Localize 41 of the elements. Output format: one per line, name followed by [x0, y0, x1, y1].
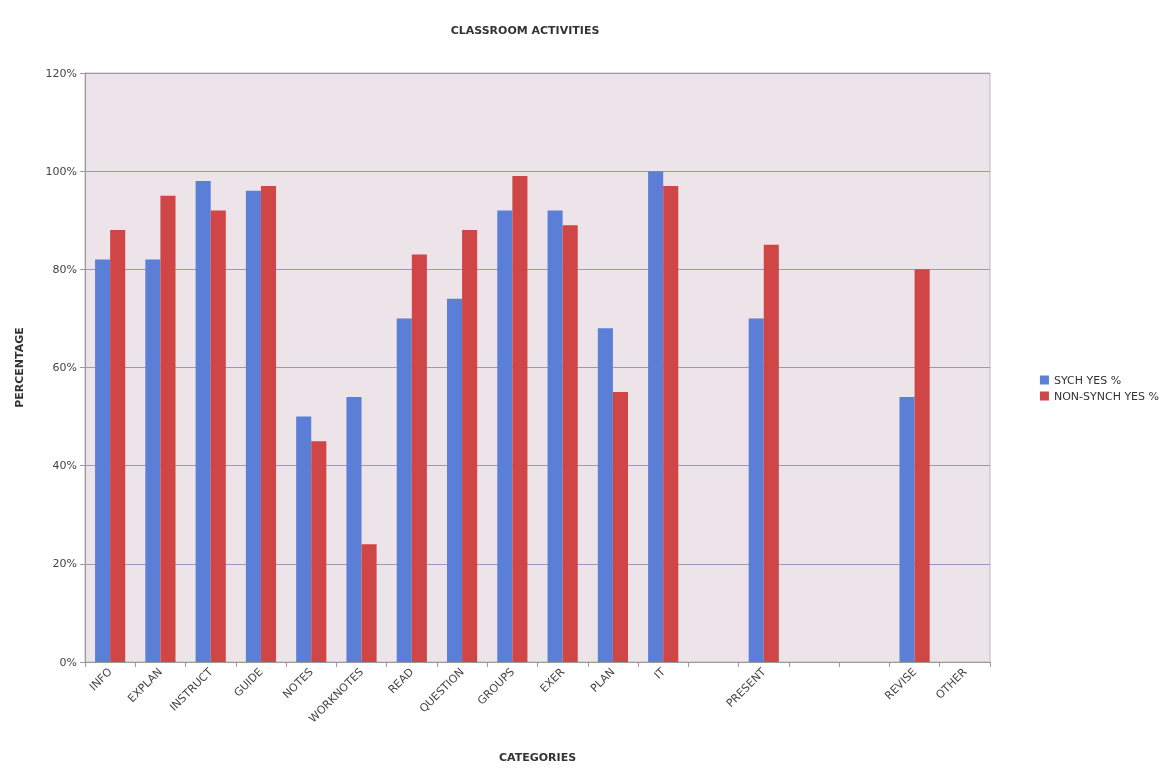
bar: [346, 396, 362, 662]
bar: [245, 190, 261, 662]
y-tick-label: 60%: [52, 361, 77, 374]
legend-label: NON-SYNCH YES %: [1053, 389, 1160, 403]
bar: [311, 441, 327, 662]
bar: [361, 544, 377, 662]
y-tick-label: 80%: [52, 262, 77, 276]
bar: [210, 210, 226, 662]
bar: [145, 259, 161, 662]
x-tick-label: IT: [651, 665, 668, 682]
bar: [462, 230, 478, 662]
bar: [899, 396, 915, 662]
bar: [562, 225, 578, 662]
bar: [612, 392, 628, 662]
y-tick-label: 20%: [52, 557, 77, 571]
y-tick-label: 0%: [59, 655, 77, 669]
bar: [663, 185, 679, 662]
bar: [260, 185, 277, 662]
chart-title: CLASSROOM ACTIVITIES: [450, 24, 600, 37]
bar: [512, 176, 528, 662]
y-tick-label: 40%: [52, 459, 77, 473]
bar: [110, 230, 126, 662]
bar: [447, 298, 463, 662]
y-tick-label: 120%: [45, 66, 77, 80]
bar: [95, 259, 111, 662]
bar: [396, 318, 412, 662]
bar: [195, 180, 211, 662]
bar: [411, 254, 427, 662]
bar: [296, 416, 312, 662]
bar: [914, 269, 930, 662]
bar: [547, 210, 563, 662]
bar: [597, 328, 613, 662]
legend-label: SYCH YES %: [1053, 373, 1122, 387]
x-axis-title: CATEGORIES: [498, 751, 577, 764]
bar: [160, 195, 176, 662]
y-tick-label: 100%: [45, 164, 77, 178]
bar: [748, 318, 764, 662]
bar: [763, 244, 779, 662]
y-axis-title: PERCENTAGE: [13, 327, 26, 408]
bar: [497, 210, 513, 662]
bar: [648, 171, 664, 662]
